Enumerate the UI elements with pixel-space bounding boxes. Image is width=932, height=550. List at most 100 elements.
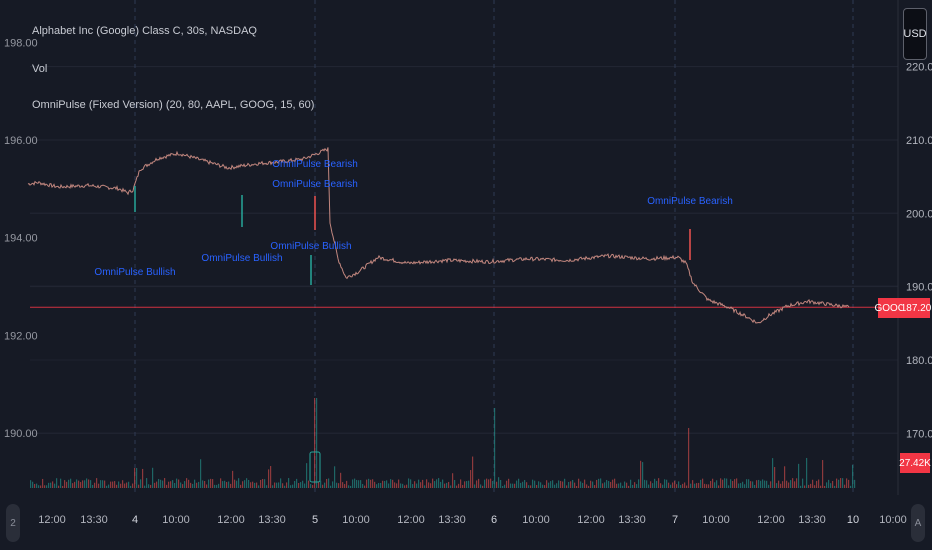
volume-bar [68, 479, 70, 488]
volume-bar [678, 481, 680, 488]
volume-bar [822, 460, 824, 488]
volume-bar [380, 482, 382, 488]
volume-bar [312, 485, 314, 488]
volume-bar [724, 478, 726, 488]
volume-bar [344, 484, 346, 488]
volume-bar [356, 479, 358, 488]
volume-bar [532, 479, 534, 488]
volume-bar [558, 480, 560, 488]
chart-grid [30, 66, 898, 434]
volume-bar [170, 481, 172, 488]
volume-bar [846, 478, 848, 488]
volume-bar [628, 485, 630, 488]
volume-bar [602, 483, 604, 488]
volume-bar [294, 480, 296, 488]
volume-bar [288, 478, 290, 488]
volume-bar [112, 481, 114, 488]
volume-bar [184, 481, 186, 488]
time-axis[interactable]: 12:00 13:30 4 10:00 12:00 13:30 5 10:00 12:00 13:… [0, 495, 932, 550]
volume-bar [252, 481, 254, 488]
volume-bar [786, 480, 788, 488]
scroll-left-icon[interactable]: 2 [6, 504, 20, 542]
volume-bar [430, 483, 432, 488]
signal-label: OmniPulse Bullish [270, 241, 351, 252]
volume-bar [126, 482, 128, 488]
volume-bar [418, 479, 420, 488]
volume-bar [634, 482, 636, 488]
volume-bar [270, 466, 272, 488]
time-axis-label: 4 [131, 514, 139, 526]
volume-bar [292, 484, 294, 488]
volume-bar [520, 482, 522, 488]
volume-bar [54, 483, 56, 488]
volume-bar [630, 479, 632, 488]
volume-bar [754, 484, 756, 488]
volume-bar [536, 484, 538, 488]
volume-bar [566, 485, 568, 488]
volume-bar [100, 480, 102, 488]
volume-bar [176, 478, 178, 488]
volume-bar [382, 480, 384, 488]
volume-bar [760, 480, 762, 488]
volume-bar [322, 484, 324, 488]
volume-bar [550, 481, 552, 488]
volume-bar [62, 485, 64, 488]
volume-bar [806, 457, 808, 488]
volume-bar [174, 483, 176, 488]
volume-bar [274, 482, 276, 488]
volume-bar [330, 485, 332, 488]
volume-bar [124, 483, 126, 488]
volume-bar [768, 484, 770, 488]
time-axis-label: 12:00 [38, 514, 66, 526]
symbol-title[interactable]: Alphabet Inc (Google) Class C, 30s, NASD… [32, 25, 257, 37]
volume-bar [814, 485, 816, 488]
volume-bar [530, 485, 532, 488]
right-price-axis: 170.00 180.00 190.00 200.00 210.00 220.00 [906, 62, 932, 441]
volume-bar [308, 480, 310, 488]
volume-bar [448, 481, 450, 488]
volume-bar [712, 478, 714, 488]
volume-bar [850, 485, 852, 488]
volume-bar [258, 485, 260, 488]
currency-button[interactable]: USD [903, 8, 927, 60]
volume-bar [836, 478, 838, 488]
volume-bar [342, 482, 344, 488]
volume-bar [66, 481, 68, 488]
volume-bar [614, 478, 616, 488]
volume-bar [296, 478, 298, 488]
volume-bar [360, 480, 362, 488]
volume-title[interactable]: Vol [32, 63, 48, 75]
volume-bar [824, 485, 826, 488]
volume-bar [282, 483, 284, 488]
volume-bar [104, 480, 106, 488]
volume-bar [398, 479, 400, 488]
volume-bar [384, 480, 386, 488]
volume-bar [818, 479, 820, 488]
volume-bar [106, 485, 108, 488]
volume-bar [770, 481, 772, 488]
time-axis-label: 13:30 [798, 514, 826, 526]
volume-bar [522, 481, 524, 488]
volume-bar [406, 484, 408, 488]
right-axis-label: 200.00 [906, 208, 932, 220]
volume-bar [232, 470, 234, 488]
indicator-title[interactable]: OmniPulse (Fixed Version) (20, 80, AAPL,… [32, 99, 315, 111]
volume-bar [718, 485, 720, 488]
volume-bar [498, 477, 500, 488]
volume-bar [420, 482, 422, 488]
volume-bar [644, 479, 646, 488]
volume-bar [76, 479, 78, 488]
volume-bar [404, 485, 406, 488]
volume-bar [212, 479, 214, 488]
volume-bar [832, 480, 834, 488]
scroll-right-icon[interactable]: A [911, 504, 925, 542]
volume-bar [608, 480, 610, 488]
volume-bar [120, 483, 122, 488]
volume-bar [152, 467, 154, 488]
left-axis-label: 196.00 [4, 135, 38, 147]
volume-bar [460, 479, 462, 488]
volume-bar [250, 482, 252, 488]
signal-label: OmniPulse Bullish [94, 267, 175, 278]
volume-bar [432, 478, 434, 488]
